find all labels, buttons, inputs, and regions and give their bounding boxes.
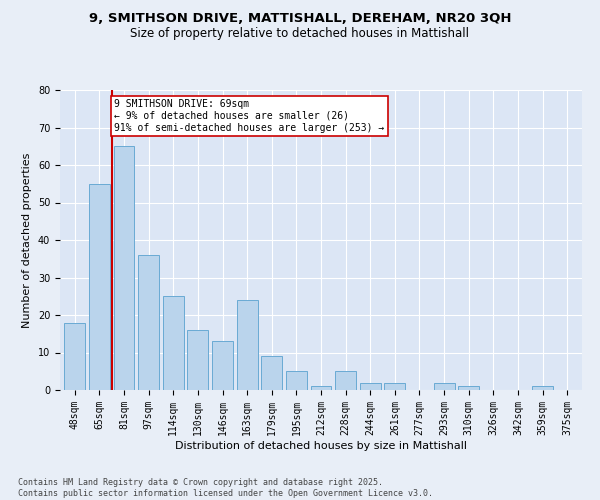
Bar <box>434 382 455 390</box>
Bar <box>532 386 553 390</box>
Bar <box>311 386 331 390</box>
Bar <box>138 255 159 390</box>
Bar <box>286 371 307 390</box>
Bar <box>187 330 208 390</box>
Bar <box>261 356 282 390</box>
Bar <box>163 296 184 390</box>
Text: 9, SMITHSON DRIVE, MATTISHALL, DEREHAM, NR20 3QH: 9, SMITHSON DRIVE, MATTISHALL, DEREHAM, … <box>89 12 511 26</box>
Bar <box>64 322 85 390</box>
X-axis label: Distribution of detached houses by size in Mattishall: Distribution of detached houses by size … <box>175 440 467 450</box>
Bar <box>89 184 110 390</box>
Bar <box>458 386 479 390</box>
Text: 9 SMITHSON DRIVE: 69sqm
← 9% of detached houses are smaller (26)
91% of semi-det: 9 SMITHSON DRIVE: 69sqm ← 9% of detached… <box>114 100 385 132</box>
Y-axis label: Number of detached properties: Number of detached properties <box>22 152 32 328</box>
Text: Size of property relative to detached houses in Mattishall: Size of property relative to detached ho… <box>131 28 470 40</box>
Bar <box>236 300 257 390</box>
Bar <box>212 341 233 390</box>
Bar <box>385 382 406 390</box>
Bar <box>360 382 381 390</box>
Text: Contains HM Land Registry data © Crown copyright and database right 2025.
Contai: Contains HM Land Registry data © Crown c… <box>18 478 433 498</box>
Bar <box>113 146 134 390</box>
Bar <box>335 371 356 390</box>
